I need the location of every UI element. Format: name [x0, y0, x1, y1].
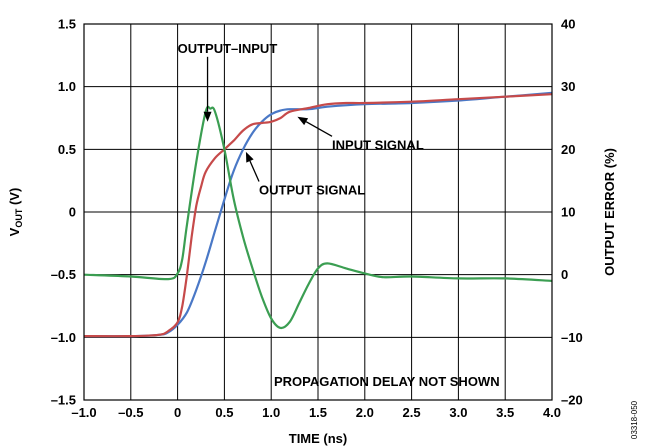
y2-tick-label: 30: [561, 79, 575, 94]
x-tick-label: 2.5: [403, 405, 421, 420]
figure-id: 03318-050: [630, 400, 639, 439]
y-tick-label: 1.0: [58, 79, 76, 94]
y2-tick-label: 40: [561, 17, 575, 32]
annotation-label: OUTPUT–INPUT: [178, 41, 278, 56]
x-tick-label: 0: [174, 405, 181, 420]
y-axis-label: VOUT (V): [7, 188, 24, 237]
output-signal-line: [83, 93, 553, 338]
annotation-arrow-line: [305, 121, 333, 137]
output-minus-input-line: [83, 105, 553, 330]
annotation-label: PROPAGATION DELAY NOT SHOWN: [274, 374, 500, 389]
x-tick-label: 3.0: [449, 405, 467, 420]
annotation-arrow-head: [297, 116, 309, 126]
x-tick-label: –0.5: [118, 405, 143, 420]
y2-tick-label: 0: [561, 267, 568, 282]
x-axis-label: TIME (ns): [289, 431, 348, 446]
x-tick-label: 1.5: [309, 405, 327, 420]
annotations: OUTPUT–INPUT INPUT SIGNAL OUTPUT SIGNAL PRO…: [178, 41, 500, 389]
y-axis-label-sub: OUT: [14, 208, 24, 228]
y-tick-label: –0.5: [51, 267, 76, 282]
y-axis-label-unit: (V): [7, 188, 22, 209]
y2-tick-label: –10: [561, 330, 583, 345]
y-tick-label: –1.5: [51, 393, 76, 408]
x-tick-label: 4.0: [543, 405, 561, 420]
input-signal-line: [83, 91, 553, 338]
x-tick-label: 1.0: [262, 405, 280, 420]
y-tick-label: 1.5: [58, 17, 76, 32]
x-tick-label: 3.5: [496, 405, 514, 420]
y2-tick-label: 20: [561, 142, 575, 157]
x-tick-labels: –1.0 –0.5 0 0.5 1.0 1.5 2.0 2.5 3.0 3.5 4.0: [71, 405, 561, 420]
x-tick-label: 2.0: [356, 405, 374, 420]
annotation-arrow-head: [245, 151, 254, 163]
y-axis-label-main: V: [7, 227, 22, 236]
annotation-label: INPUT SIGNAL: [332, 137, 424, 152]
y-tick-label: 0.5: [58, 142, 76, 157]
plot-frame: [83, 23, 553, 401]
x-tick-label: 0.5: [215, 405, 233, 420]
series-lines: [83, 91, 553, 338]
y2-tick-label: –20: [561, 393, 583, 408]
y2-tick-labels: –20 –10 0 10 20 30 40: [561, 17, 583, 408]
y2-tick-label: 10: [561, 205, 575, 220]
y-tick-labels: –1.5 –1.0 –0.5 0 0.5 1.0 1.5: [51, 17, 76, 408]
y-tick-label: 0: [69, 205, 76, 220]
x-tick-label: –1.0: [71, 405, 96, 420]
grid: [83, 23, 553, 401]
y2-axis-label: OUTPUT ERROR (%): [602, 148, 617, 276]
y-tick-label: –1.0: [51, 330, 76, 345]
annotation-arrow-head: [203, 111, 212, 122]
annotation-label: OUTPUT SIGNAL: [259, 182, 365, 197]
annotation-arrow-line: [249, 160, 260, 182]
